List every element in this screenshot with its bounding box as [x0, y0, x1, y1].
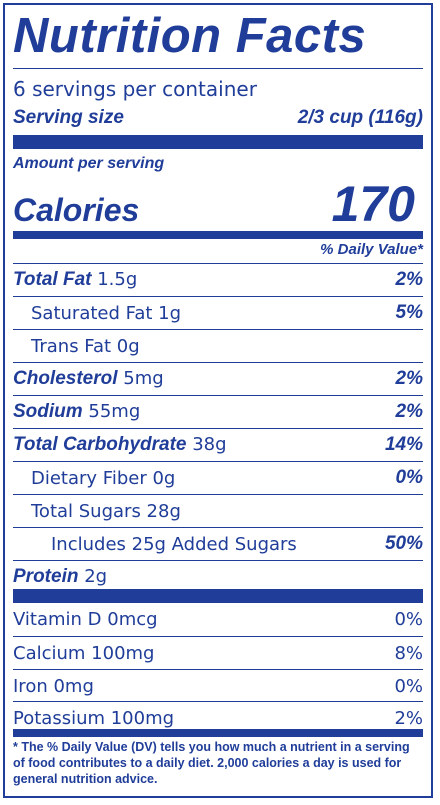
vitamin-dv: 0% — [394, 675, 423, 697]
medium-divider — [13, 231, 423, 239]
nutrient-row-total-carbohydrate: Total Carbohydrate 38g 14% — [13, 428, 423, 461]
nutrient-amount: 1.5g — [97, 269, 138, 290]
nutrient-name: Includes 25g Added Sugars — [51, 533, 297, 555]
nutrient-row-cholesterol: Cholesterol 5mg 2% — [13, 362, 423, 395]
calories-value: 170 — [331, 176, 415, 232]
serving-size-label: Serving size — [13, 107, 124, 128]
nutrient-row-added-sugars: Includes 25g Added Sugars 50% — [13, 527, 423, 560]
divider — [13, 68, 423, 69]
amount-per-serving: Amount per serving — [13, 155, 165, 172]
nutrient-row-protein: Protein 2g — [13, 560, 423, 593]
label-title: Nutrition Facts — [13, 9, 367, 63]
thick-divider — [13, 135, 423, 149]
nutrient-name: Total Fat — [13, 269, 92, 290]
nutrient-amount: 38g — [192, 434, 227, 455]
vitamin-name: Vitamin D 0mcg — [13, 608, 158, 630]
nutrient-dv: 0% — [395, 467, 423, 488]
nutrition-label: Nutrition Facts 6 servings per container… — [3, 3, 433, 798]
servings-per-container: 6 servings per container — [13, 77, 257, 101]
nutrient-dv: 2% — [395, 401, 423, 422]
vitamin-name: Calcium 100mg — [13, 642, 155, 664]
nutrient-row-dietary-fiber: Dietary Fiber 0g 0% — [13, 461, 423, 494]
nutrient-row-trans-fat: Trans Fat 0g — [13, 329, 423, 362]
vitamin-row-potassium: Potassium 100mg 2% — [13, 701, 423, 734]
nutrient-amount: 55mg — [88, 401, 141, 422]
nutrient-dv: 14% — [384, 434, 423, 455]
vitamin-dv: 8% — [394, 642, 423, 664]
serving-size-value: 2/3 cup (116g) — [297, 107, 423, 128]
nutrient-dv: 5% — [395, 302, 423, 323]
nutrient-name: Total Carbohydrate — [13, 434, 187, 455]
nutrient-dv: 2% — [395, 269, 423, 290]
nutrient-name: Saturated Fat 1g — [31, 302, 182, 324]
thick-divider — [13, 589, 423, 603]
nutrient-name: Protein — [13, 566, 79, 587]
nutrient-dv: 2% — [395, 368, 423, 389]
nutrient-name: Dietary Fiber 0g — [31, 467, 176, 489]
medium-divider — [13, 729, 423, 737]
nutrient-name: Trans Fat 0g — [31, 335, 140, 357]
vitamin-name: Iron 0mg — [13, 675, 94, 697]
vitamin-row-iron: Iron 0mg 0% — [13, 669, 423, 702]
calories-label: Calories — [13, 192, 140, 228]
vitamin-row-vitamin-d: Vitamin D 0mcg 0% — [13, 603, 423, 635]
nutrient-dv: 50% — [384, 533, 423, 554]
nutrient-row-total-sugars: Total Sugars 28g — [13, 494, 423, 527]
footnote: * The % Daily Value (DV) tells you how m… — [13, 740, 410, 786]
nutrient-row-sodium: Sodium 55mg 2% — [13, 395, 423, 428]
daily-value-header: % Daily Value* — [320, 241, 423, 258]
vitamin-row-calcium: Calcium 100mg 8% — [13, 636, 423, 669]
nutrient-name: Cholesterol — [13, 368, 118, 389]
vitamin-dv: 2% — [394, 707, 423, 729]
calories-row: Calories 170 — [13, 175, 423, 233]
nutrient-row-total-fat: Total Fat 1.5g 2% — [13, 263, 423, 296]
vitamin-dv: 0% — [394, 608, 423, 630]
serving-size-row: Serving size 2/3 cup (116g) — [13, 107, 423, 129]
nutrient-row-saturated-fat: Saturated Fat 1g 5% — [13, 296, 423, 329]
nutrient-amount: 5mg — [123, 368, 164, 389]
nutrient-amount: 2g — [84, 566, 108, 587]
vitamin-name: Potassium 100mg — [13, 707, 175, 729]
nutrient-name: Sodium — [13, 401, 83, 422]
nutrient-name: Total Sugars 28g — [31, 500, 181, 522]
